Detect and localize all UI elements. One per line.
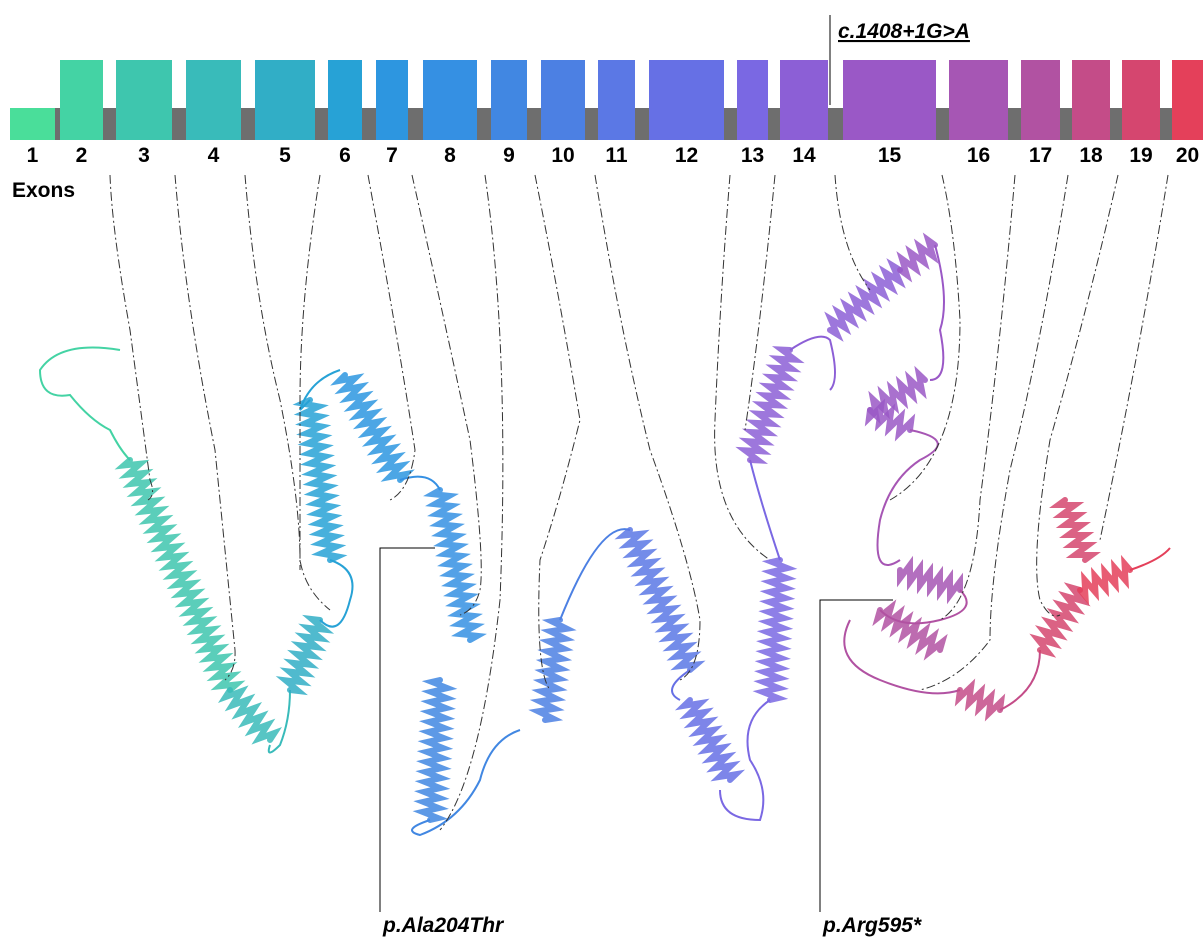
exon	[843, 60, 936, 140]
coil	[750, 460, 780, 560]
coil	[930, 245, 944, 380]
exon	[1072, 60, 1110, 140]
helix	[124, 460, 237, 690]
exon	[737, 60, 768, 140]
mutation-label: c.1408+1G>A	[838, 20, 970, 43]
exon	[60, 60, 103, 140]
pointer-line	[820, 600, 893, 912]
helix	[225, 690, 274, 740]
exon	[328, 60, 362, 140]
exon	[1122, 60, 1160, 140]
coil	[1130, 548, 1170, 570]
connector	[745, 175, 775, 430]
exon-label: 15	[878, 144, 902, 167]
helix	[763, 560, 788, 700]
connector	[940, 175, 1015, 620]
exon	[423, 60, 477, 140]
exon-label: 17	[1029, 144, 1052, 167]
exon-label: 11	[605, 144, 628, 167]
exon	[491, 60, 527, 140]
exon-label: 8	[444, 144, 456, 167]
exon-label: 7	[386, 144, 398, 167]
coil	[790, 337, 835, 390]
helix	[302, 400, 337, 560]
exon-label: 1	[27, 144, 39, 167]
connector	[920, 175, 1068, 690]
exon	[1021, 60, 1060, 140]
helix	[1058, 500, 1092, 560]
exon-label: 16	[967, 144, 990, 167]
connector	[1100, 175, 1168, 540]
helix	[423, 680, 448, 820]
connector	[412, 175, 481, 615]
exons-label: Exons	[12, 179, 75, 202]
exon	[116, 60, 172, 140]
helix	[745, 350, 795, 461]
helix	[684, 700, 736, 780]
exon	[780, 60, 828, 140]
connector	[835, 175, 870, 290]
exon-label: 14	[792, 144, 816, 167]
exon	[186, 60, 241, 140]
exon-label: 18	[1079, 144, 1103, 167]
connector	[890, 175, 960, 500]
coil	[1000, 650, 1040, 710]
exon-label: 13	[741, 144, 764, 167]
connector	[535, 175, 580, 690]
mutation-label: p.Ala204Thr	[382, 914, 505, 937]
missense-annotation: p.Ala204Thr	[380, 548, 505, 937]
exon-label: 9	[503, 144, 515, 167]
exon-label: 5	[279, 144, 291, 167]
exon	[1172, 60, 1203, 140]
mutation-label: p.Arg595*	[822, 914, 922, 937]
exon	[255, 60, 315, 140]
exon-label: 3	[138, 144, 150, 167]
diagram: 1234567891011121314151617181920 Exons c.…	[0, 0, 1203, 940]
exon-label: 10	[551, 144, 574, 167]
exon-label: 4	[208, 144, 220, 167]
nonsense-annotation: p.Arg595*	[820, 600, 922, 937]
connector	[595, 175, 700, 680]
helix	[830, 266, 900, 335]
helix	[624, 530, 697, 670]
exon-label: 2	[76, 144, 88, 167]
coil	[40, 348, 130, 461]
exon-label: 6	[339, 144, 351, 167]
helix	[1080, 564, 1130, 597]
helix	[869, 407, 911, 434]
helix	[878, 608, 943, 653]
helix	[959, 687, 1001, 714]
coil	[320, 560, 353, 627]
helix	[900, 565, 960, 595]
helix	[339, 375, 406, 480]
helix	[433, 490, 478, 640]
coil	[878, 430, 938, 565]
helix	[538, 620, 567, 720]
exon	[10, 108, 55, 140]
exon	[649, 60, 724, 140]
connector	[440, 175, 503, 830]
exon-label: 12	[675, 144, 698, 167]
exon-label: 19	[1129, 144, 1152, 167]
helix	[900, 240, 935, 275]
exon	[376, 60, 408, 140]
helix	[1038, 588, 1083, 653]
coil	[560, 529, 630, 620]
connector	[110, 175, 153, 500]
exon	[541, 60, 585, 140]
exon	[598, 60, 635, 140]
exon	[949, 60, 1008, 140]
connectors	[110, 175, 1168, 830]
helix	[286, 619, 325, 691]
exon-label: 20	[1176, 144, 1199, 167]
